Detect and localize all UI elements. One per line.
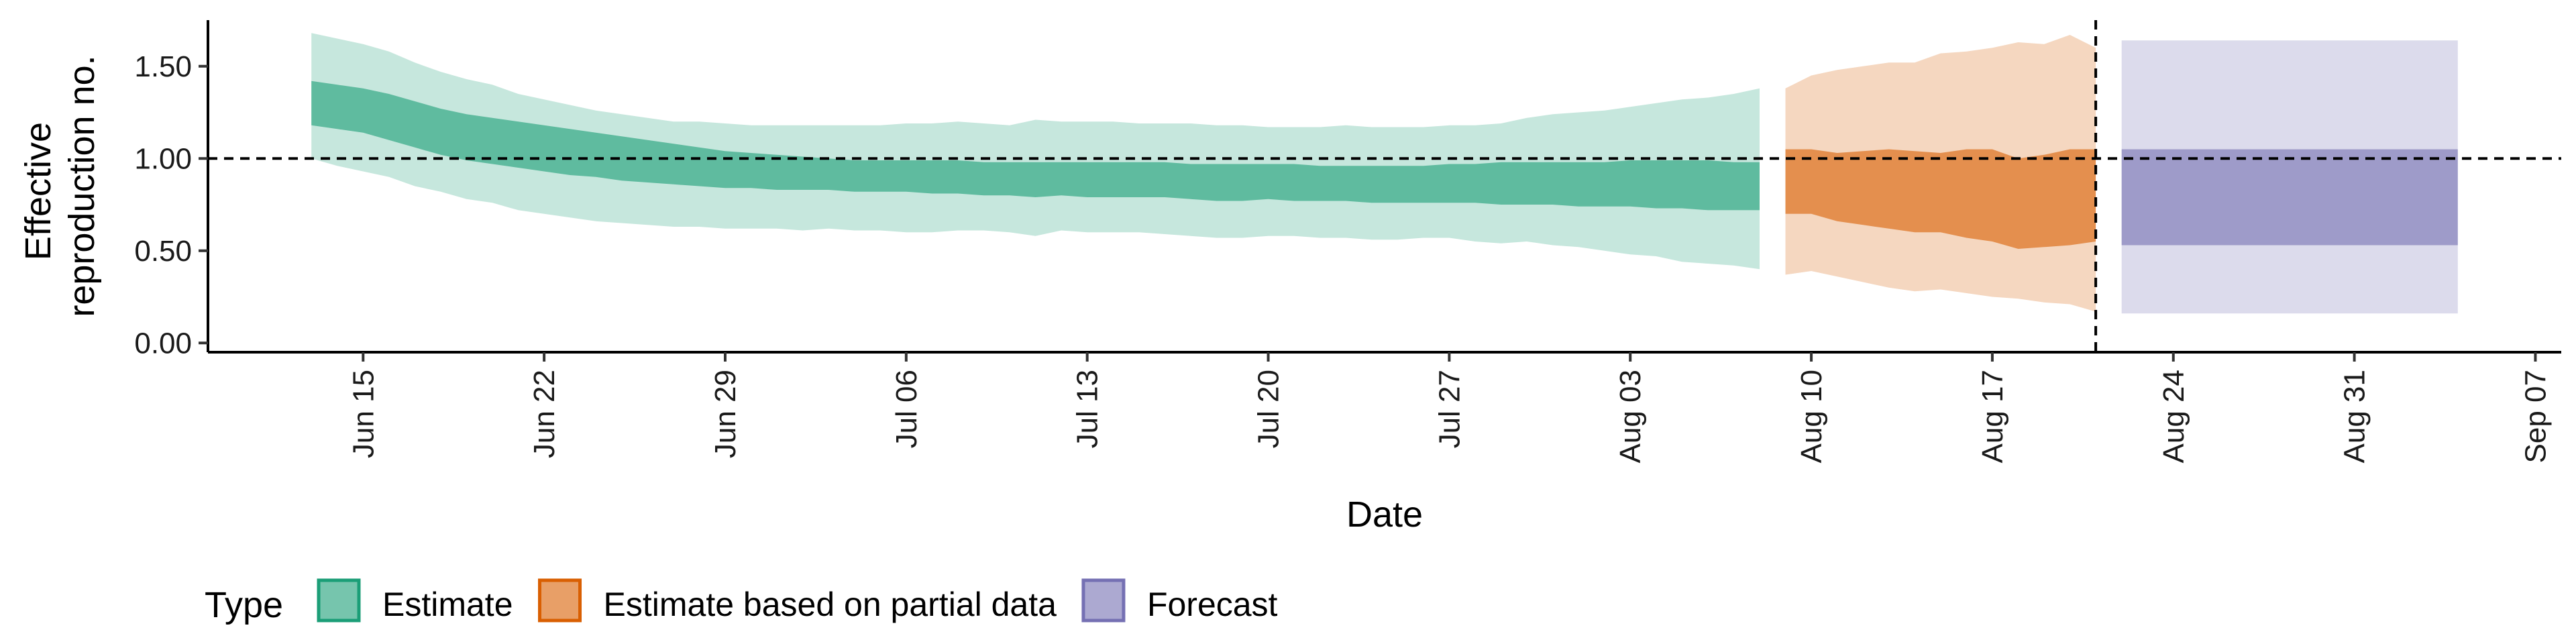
legend-title: Type — [205, 585, 283, 625]
x-tick-label: Jul 06 — [890, 370, 923, 448]
x-axis-title: Date — [1346, 494, 1423, 535]
series-forecast — [2121, 40, 2458, 314]
x-tick-label: Sep 07 — [2519, 370, 2552, 463]
y-tick-label: 1.00 — [134, 142, 192, 175]
x-tick-label: Jun 15 — [347, 370, 380, 458]
y-tick-label: 0.50 — [134, 235, 192, 268]
x-tick-label: Aug 31 — [2339, 370, 2371, 463]
legend-item-estimate: Estimate — [317, 578, 513, 623]
legend-label: Forecast — [1147, 586, 1278, 623]
legend-label: Estimate based on partial data — [604, 586, 1057, 623]
legend: Type Estimate Estimate based on partial d… — [205, 578, 1278, 625]
y-tick-label: 1.50 — [134, 50, 192, 83]
series-estimate-based-on-partial-data — [1785, 35, 2096, 312]
band-90-estimate — [311, 33, 1760, 270]
chart-axes — [207, 20, 2561, 354]
series-estimate — [311, 33, 1760, 270]
band-50-estimate — [311, 80, 1760, 211]
y-axis-title: Effective reproduction no. — [18, 55, 102, 317]
x-tick-label: Jun 22 — [528, 370, 561, 458]
band-50-forecast — [2121, 149, 2458, 246]
x-tick-label: Aug 24 — [2157, 370, 2190, 463]
legend-swatch — [538, 578, 582, 623]
x-tick-label: Jul 20 — [1252, 370, 1285, 448]
y-axis-ticks: 0.00 0.50 1.00 1.50 — [134, 50, 208, 360]
x-tick-label: Jul 13 — [1071, 370, 1104, 448]
x-tick-label: Jul 27 — [1433, 370, 1466, 448]
x-tick-label: Jun 29 — [709, 370, 742, 458]
band-50-estimate-based-on-partial-data — [1785, 149, 2096, 249]
y-axis-title-line-2: reproduction no. — [62, 55, 102, 317]
legend-label: Estimate — [382, 586, 513, 623]
x-tick-label: Aug 03 — [1614, 370, 1647, 463]
y-axis-title-line-1: Effective — [18, 122, 58, 260]
chart-bands — [311, 33, 2458, 314]
legend-item-forecast: Forecast — [1081, 578, 1278, 623]
reference-lines — [208, 20, 2561, 352]
y-tick-label: 0.00 — [134, 327, 192, 360]
legend-item-estimate-based-on-partial-data: Estimate based on partial data — [538, 578, 1057, 623]
x-axis-ticks: Jun 15 Jun 22 Jun 29 Jul 06 Jul 13 Jul 20 Jul … — [347, 352, 2552, 463]
legend-swatch — [317, 578, 361, 623]
x-tick-label: Aug 10 — [1795, 370, 1828, 463]
legend-swatch — [1081, 578, 1126, 623]
x-tick-label: Aug 17 — [1976, 370, 2009, 463]
